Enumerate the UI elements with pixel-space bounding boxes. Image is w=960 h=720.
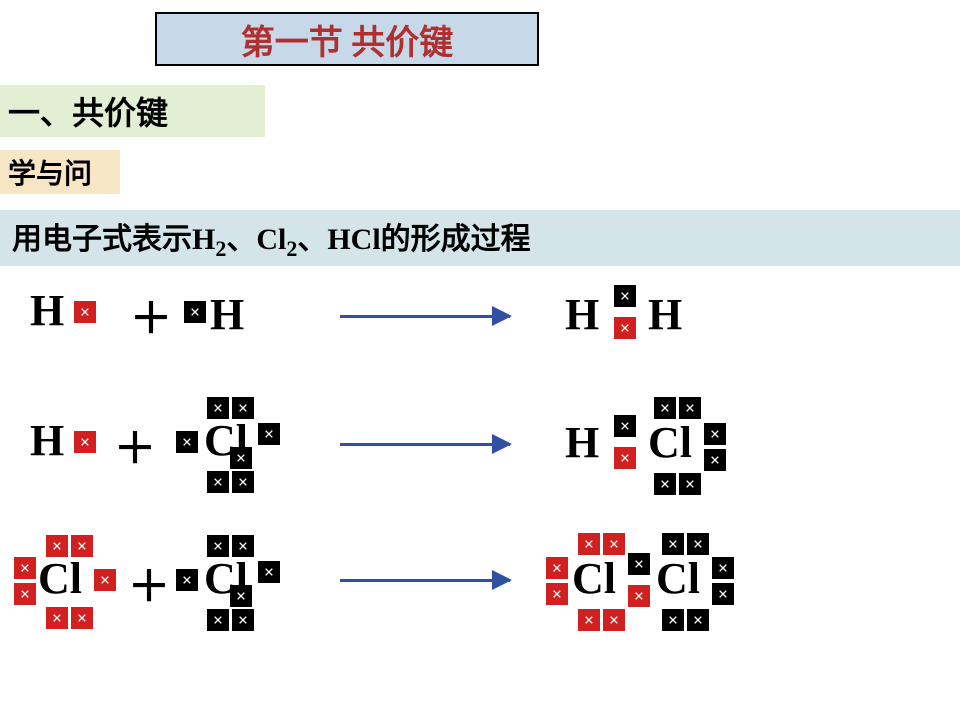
instr-part1: 用电子式表示H (12, 223, 215, 256)
electron-dot: × (654, 473, 676, 495)
electron-dot: × (578, 533, 600, 555)
arrow (340, 315, 510, 318)
electron-dot: × (704, 449, 726, 471)
plus-sign: ＋ (130, 285, 172, 346)
electron-dot: × (74, 431, 96, 453)
plus-sign: ＋ (114, 415, 156, 476)
electron-dot: × (614, 285, 636, 307)
atom-H: H (30, 415, 64, 466)
instr-part3: 、HCl的形成过程 (297, 223, 530, 256)
electron-dot: × (712, 583, 734, 605)
atom-H: H (30, 285, 64, 336)
diagram-area: H × ＋ × H H × × H H × ＋ × × × Cl × × × ×… (0, 275, 960, 715)
electron-dot: × (74, 301, 96, 323)
electron-dot: × (230, 447, 252, 469)
electron-dot: × (687, 609, 709, 631)
electron-dot: × (662, 609, 684, 631)
electron-dot: × (679, 397, 701, 419)
instruction-box: 用电子式表示H2、Cl2、HCl的形成过程 (0, 210, 960, 266)
electron-dot: × (258, 423, 280, 445)
title-box: 第一节 共价键 (155, 12, 539, 66)
electron-dot: × (687, 533, 709, 555)
electron-dot: × (603, 609, 625, 631)
electron-dot: × (614, 415, 636, 437)
atom-H: H (210, 289, 244, 340)
atom-H: H (648, 289, 682, 340)
atom-H: H (565, 289, 599, 340)
arrow (340, 443, 510, 446)
electron-dot: × (258, 561, 280, 583)
page-title: 第一节 共价键 (241, 15, 454, 64)
electron-dot: × (184, 301, 206, 323)
electron-dot: × (14, 557, 36, 579)
instr-sub1: 2 (215, 236, 226, 261)
electron-dot: × (662, 533, 684, 555)
electron-dot: × (679, 473, 701, 495)
electron-dot: × (546, 557, 568, 579)
atom-Cl: Cl (648, 417, 692, 468)
electron-dot: × (614, 317, 636, 339)
atom-Cl: Cl (656, 553, 700, 604)
electron-dot: × (628, 553, 650, 575)
electron-dot: × (46, 607, 68, 629)
subtitle-box: 学与问 (0, 150, 120, 194)
electron-dot: × (71, 607, 93, 629)
electron-dot: × (578, 609, 600, 631)
section-box: 一、共价键 (0, 85, 265, 137)
section-heading: 一、共价键 (8, 88, 168, 134)
instruction-text: 用电子式表示H2、Cl2、HCl的形成过程 (12, 214, 531, 262)
electron-dot: × (712, 557, 734, 579)
atom-Cl: Cl (572, 553, 616, 604)
electron-dot: × (207, 471, 229, 493)
atom-Cl: Cl (38, 553, 82, 604)
electron-dot: × (614, 447, 636, 469)
electron-dot: × (14, 583, 36, 605)
subtitle-text: 学与问 (8, 152, 92, 192)
electron-dot: × (704, 423, 726, 445)
electron-dot: × (176, 431, 198, 453)
electron-dot: × (94, 569, 116, 591)
instr-sub2: 2 (286, 236, 297, 261)
electron-dot: × (546, 583, 568, 605)
plus-sign: ＋ (128, 553, 170, 614)
instr-part2: 、Cl (226, 223, 286, 256)
electron-dot: × (603, 533, 625, 555)
electron-dot: × (232, 609, 254, 631)
electron-dot: × (176, 569, 198, 591)
arrow (340, 579, 510, 582)
electron-dot: × (230, 585, 252, 607)
electron-dot: × (654, 397, 676, 419)
electron-dot: × (207, 609, 229, 631)
electron-dot: × (628, 585, 650, 607)
atom-H: H (565, 417, 599, 468)
electron-dot: × (232, 471, 254, 493)
